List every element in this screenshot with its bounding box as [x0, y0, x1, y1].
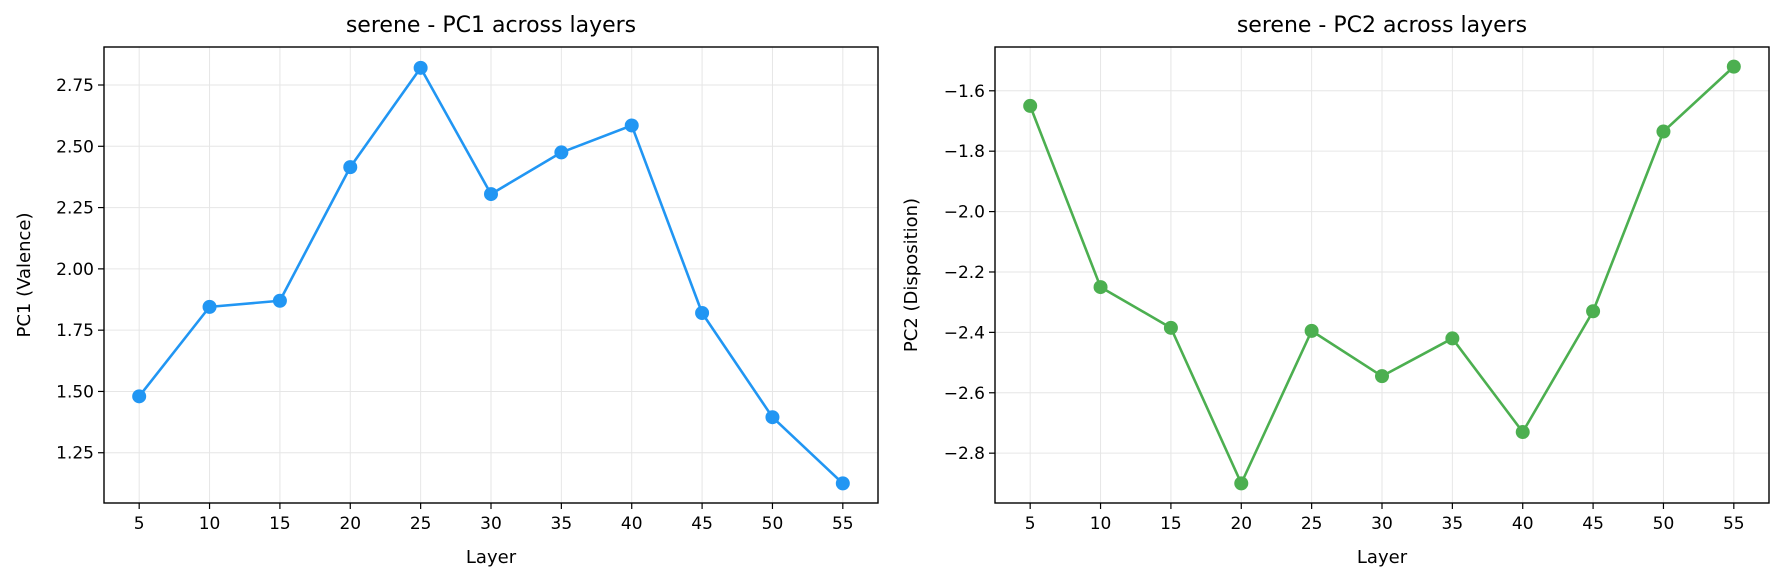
x-tick-label: 5: [1025, 514, 1036, 534]
chart-title: serene - PC2 across layers: [1237, 13, 1527, 38]
data-point: [1023, 98, 1038, 113]
y-tick-label: 1.25: [56, 444, 94, 464]
data-point: [765, 410, 780, 425]
x-tick-label: 20: [339, 514, 361, 534]
data-point: [1445, 331, 1460, 346]
data-point: [1726, 59, 1741, 74]
x-tick-label: 35: [1442, 514, 1464, 534]
chart-pc2: serene - PC2 across layers 5 10 15 20 25 30 35…: [901, 13, 1770, 568]
x-tick-label: 25: [410, 514, 432, 534]
x-axis-label: Layer: [466, 547, 517, 568]
data-point: [343, 160, 358, 175]
y-tick-label: 1.50: [56, 382, 94, 402]
x-tick-label: 25: [1301, 514, 1323, 534]
y-tick-label: 2.50: [56, 137, 94, 157]
y-tick-label: 1.75: [56, 321, 94, 341]
data-point: [624, 118, 639, 133]
plot-frame: [994, 46, 1770, 504]
y-axis-label: PC2 (Disposition): [901, 198, 922, 352]
y-tick-label: −1.8: [944, 142, 985, 162]
series: [132, 60, 850, 491]
data-point: [1515, 425, 1530, 440]
data-point: [1163, 320, 1178, 335]
y-axis-ticks: 1.25 1.50 1.75 2.00 2.25 2.50 2.75: [56, 76, 104, 464]
y-tick-label: −2.8: [944, 444, 985, 464]
data-point: [695, 306, 710, 320]
series: [1023, 59, 1741, 491]
x-axis-ticks: 5 10 15 20 25 30 35 40 45 50 55: [1025, 503, 1745, 534]
x-tick-label: 10: [1090, 514, 1112, 534]
grid: [995, 47, 1769, 503]
y-tick-label: −2.2: [944, 263, 985, 283]
data-point: [132, 389, 147, 404]
grid: [104, 47, 878, 503]
y-tick-label: 2.00: [56, 260, 94, 280]
data-point: [1093, 280, 1108, 295]
x-tick-label: 30: [480, 514, 502, 534]
data-point: [1304, 323, 1319, 338]
y-tick-label: −1.6: [944, 82, 985, 102]
x-tick-label: 40: [1512, 514, 1534, 534]
x-tick-label: 55: [1723, 514, 1745, 534]
plot-frame: [103, 46, 879, 504]
data-point: [1375, 369, 1389, 384]
data-point: [554, 145, 569, 160]
y-tick-label: −2.6: [944, 384, 985, 404]
x-tick-label: 50: [762, 514, 784, 534]
x-axis-label: Layer: [1357, 547, 1408, 568]
data-point: [1656, 124, 1671, 139]
x-tick-label: 15: [269, 514, 291, 534]
data-point: [272, 293, 287, 308]
chart-title: serene - PC1 across layers: [346, 13, 636, 38]
x-tick-label: 30: [1371, 514, 1393, 534]
y-axis-label: PC1 (Valence): [14, 212, 35, 337]
x-axis-ticks: 5 10 15 20 25 30 35 40 45 50 55: [134, 503, 854, 534]
y-tick-label: −2.4: [944, 323, 985, 343]
x-tick-label: 45: [1582, 514, 1604, 534]
y-tick-label: 2.25: [56, 199, 94, 219]
y-tick-label: 2.75: [56, 76, 94, 96]
data-point: [835, 476, 850, 491]
y-axis-ticks: −2.8 −2.6 −2.4 −2.2 −2.0 −1.8 −1.6: [944, 82, 995, 464]
x-tick-label: 40: [621, 514, 643, 534]
x-tick-label: 55: [832, 514, 854, 534]
data-point: [413, 60, 428, 75]
chart-pc1: serene - PC1 across layers 5 10 15 20 25 30 35…: [14, 13, 879, 568]
x-tick-label: 5: [134, 514, 145, 534]
data-point: [1234, 476, 1249, 491]
data-point: [202, 299, 217, 314]
x-tick-label: 50: [1653, 514, 1675, 534]
x-tick-label: 10: [199, 514, 221, 534]
data-point: [1586, 304, 1601, 319]
y-tick-label: −2.0: [944, 203, 985, 223]
x-tick-label: 20: [1230, 514, 1252, 534]
x-tick-label: 45: [691, 514, 713, 534]
x-tick-label: 15: [1160, 514, 1182, 534]
data-point: [484, 187, 498, 202]
x-tick-label: 35: [551, 514, 573, 534]
